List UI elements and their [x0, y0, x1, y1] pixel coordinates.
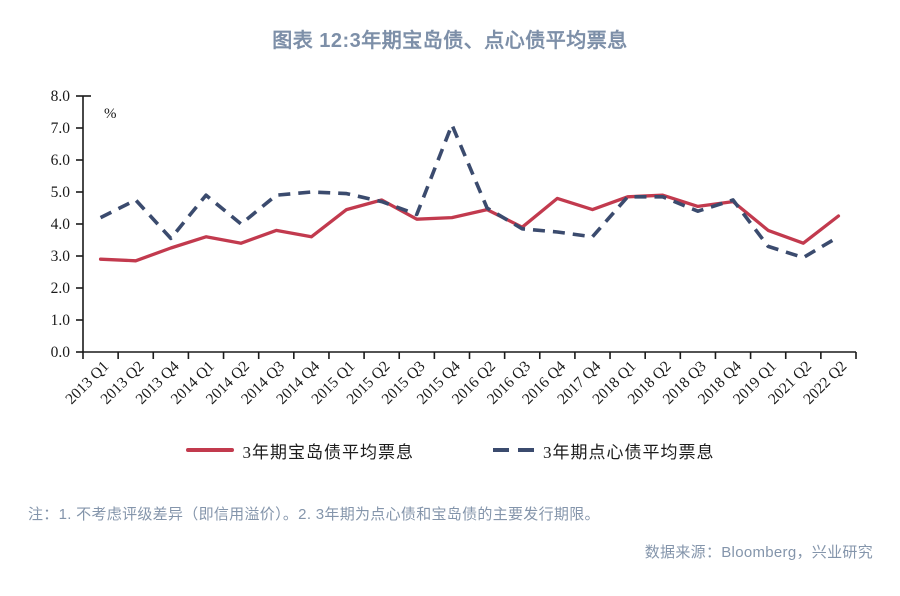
- dashed-line-swatch-icon: [493, 448, 534, 452]
- y-tick-label: 4.0: [51, 216, 71, 233]
- y-tick-label: 6.0: [51, 152, 71, 169]
- legend-item-dimsum: 3年期点心债平均票息: [492, 438, 715, 463]
- data-source: 数据来源：Bloomberg，兴业研究: [644, 544, 873, 561]
- legend-item-formosa: 3年期宝岛债平均票息: [185, 438, 415, 463]
- y-tick-label: 7.0: [51, 120, 71, 137]
- y-tick-label: 1.0: [51, 312, 71, 329]
- footnote: 注：1. 不考虑评级差异（即信用溢价）。2. 3年期为点心债和宝岛债的主要发行期…: [28, 506, 600, 523]
- solid-line-swatch-icon: [185, 448, 234, 452]
- chart-title: 图表 12:3年期宝岛债、点心债平均票息: [272, 30, 628, 52]
- legend-label-dimsum: 3年期点心债平均票息: [543, 442, 715, 462]
- formosa-bond-series-line: [98, 193, 841, 263]
- dimsum-bond-series-line: [99, 123, 840, 260]
- chart-legend: 3年期宝岛债平均票息 3年期点心债平均票息: [0, 435, 900, 465]
- legend-label-formosa: 3年期宝岛债平均票息: [242, 442, 414, 462]
- y-axis-unit-label: %: [104, 106, 117, 122]
- y-tick-label: 2.0: [51, 280, 71, 297]
- y-tick-label: 5.0: [51, 184, 71, 201]
- y-tick-label: 0.0: [51, 344, 71, 361]
- y-tick-label: 8.0: [51, 88, 71, 105]
- y-tick-label: 3.0: [51, 248, 71, 265]
